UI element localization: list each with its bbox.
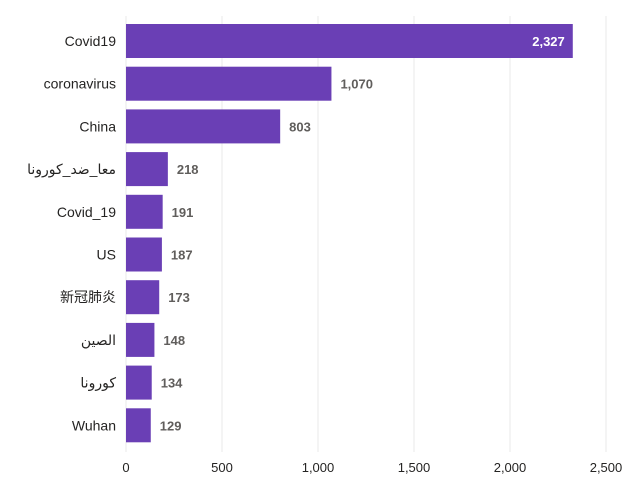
value-labels: 2,327 1,070 803 218 191 187 173 148 134 129 [160, 34, 565, 433]
category-label-3: معا_ضد_كورونا [27, 161, 116, 178]
value-label-7: 148 [163, 333, 185, 348]
value-label-2: 803 [289, 119, 311, 134]
x-tick-label-0: 0 [122, 460, 129, 475]
bar-2[interactable] [126, 109, 281, 144]
value-label-9: 129 [160, 418, 182, 433]
value-label-6: 173 [168, 290, 190, 305]
x-tick-label-2: 1,000 [302, 460, 335, 475]
x-tick-label-4: 2,000 [494, 460, 527, 475]
bar-3[interactable] [126, 152, 168, 187]
category-label-6: 新冠肺炎 [60, 289, 116, 305]
bar-0[interactable] [126, 24, 573, 58]
bar-8[interactable] [126, 365, 152, 400]
bar-5[interactable] [126, 237, 162, 272]
category-labels: Covid19 coronavirus China معا_ضد_كورونا Covi… [27, 33, 116, 433]
x-tick-label-3: 1,500 [398, 460, 431, 475]
category-label-2: China [79, 118, 116, 134]
category-label-5: US [97, 247, 116, 263]
x-tick-label-5: 2,500 [590, 460, 623, 475]
bar-6[interactable] [126, 280, 160, 315]
bars [126, 24, 573, 443]
value-label-1: 1,070 [340, 77, 373, 92]
category-label-8: كورونا [80, 375, 116, 392]
value-label-3: 218 [177, 162, 199, 177]
bar-4[interactable] [126, 194, 163, 229]
bar-1[interactable] [126, 66, 332, 101]
category-label-9: Wuhan [72, 417, 116, 433]
category-label-0: Covid19 [65, 33, 117, 49]
value-label-5: 187 [171, 248, 193, 263]
x-axis-ticks: 0 500 1,000 1,500 2,000 2,500 [122, 460, 622, 475]
value-label-4: 191 [172, 205, 194, 220]
value-label-0: 2,327 [532, 34, 565, 49]
x-tick-label-1: 500 [211, 460, 233, 475]
bar-7[interactable] [126, 322, 155, 357]
category-label-4: Covid_19 [57, 204, 116, 220]
bar-9[interactable] [126, 408, 151, 443]
value-label-8: 134 [161, 376, 183, 391]
category-label-7: الصين [81, 332, 116, 349]
category-label-1: coronavirus [44, 76, 116, 92]
